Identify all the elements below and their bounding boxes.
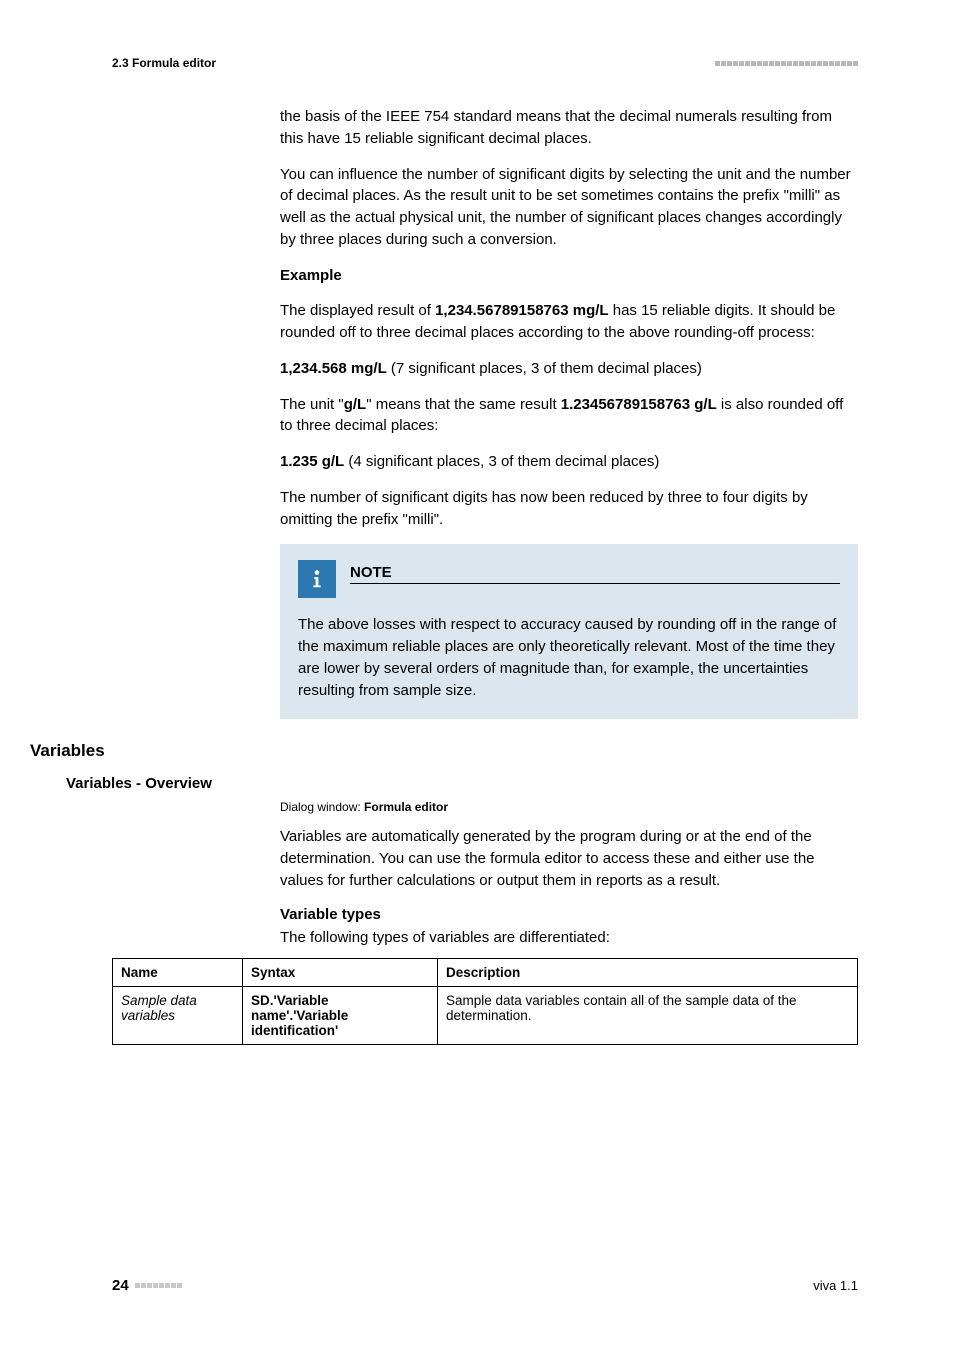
cell-syntax: SD.'Variable name'.'Variable identificat…: [243, 987, 438, 1045]
variable-types-heading: Variable types: [280, 906, 858, 923]
text: " means that the same result: [366, 396, 561, 413]
paragraph-reduced: The number of significant digits has now…: [280, 487, 858, 531]
header-decoration: [715, 61, 858, 66]
variable-types-subline: The following types of variables are dif…: [280, 927, 858, 949]
note-title: NOTE: [350, 564, 840, 584]
paragraph-unit-gl: The unit "g/L" means that the same resul…: [280, 394, 858, 438]
paragraph-rounded-mg: 1,234.568 mg/L (7 significant places, 3 …: [280, 358, 858, 380]
example-heading: Example: [280, 265, 858, 287]
subsection-title: Variables - Overview: [66, 775, 212, 792]
dialog-name: Formula editor: [364, 800, 448, 814]
unit-gl: g/L: [344, 396, 367, 413]
value-15digits: 1,234.56789158763 mg/L: [435, 302, 608, 319]
section-number: 2.3.3: [0, 741, 30, 761]
variables-intro: Variables are automatically generated by…: [280, 826, 858, 891]
paragraph-ieee: the basis of the IEEE 754 standard means…: [280, 106, 858, 150]
text: (7 significant places, 3 of them decimal…: [387, 360, 702, 377]
page-footer: 24 viva 1.1: [112, 1277, 858, 1294]
note-body: The above losses with respect to accurac…: [298, 614, 840, 701]
value-rounded-mg: 1,234.568 mg/L: [280, 360, 387, 377]
value-gl: 1.23456789158763 g/L: [561, 396, 717, 413]
dialog-prefix: Dialog window:: [280, 800, 364, 814]
text: (4 significant places, 3 of them decimal…: [344, 453, 659, 470]
footer-version: viva 1.1: [813, 1278, 858, 1293]
value-rounded-gl: 1.235 g/L: [280, 453, 344, 470]
subsection-number: 2.3.3.1: [0, 775, 66, 792]
cell-name: Sample data variables: [113, 987, 243, 1045]
paragraph-example-intro: The displayed result of 1,234.5678915876…: [280, 300, 858, 344]
paragraph-influence: You can influence the number of signific…: [280, 164, 858, 251]
page-number: 24: [112, 1277, 129, 1294]
dialog-window-line: Dialog window: Formula editor: [280, 800, 858, 814]
paragraph-rounded-gl: 1.235 g/L (4 significant places, 3 of th…: [280, 451, 858, 473]
note-box: NOTE The above losses with respect to ac…: [280, 544, 858, 719]
table-header-description: Description: [438, 959, 858, 987]
footer-decoration: [135, 1283, 182, 1288]
info-icon: [298, 560, 336, 598]
cell-description: Sample data variables contain all of the…: [438, 987, 858, 1045]
text: The unit ": [280, 396, 344, 413]
page-header: 2.3 Formula editor: [112, 56, 858, 70]
variable-types-table: Name Syntax Description Sample data vari…: [112, 958, 858, 1045]
section-title: Variables: [30, 741, 105, 761]
table-header-syntax: Syntax: [243, 959, 438, 987]
header-section-label: 2.3 Formula editor: [112, 56, 216, 70]
table-row: Sample data variables SD.'Variable name'…: [113, 987, 858, 1045]
text: The displayed result of: [280, 302, 435, 319]
table-header-name: Name: [113, 959, 243, 987]
